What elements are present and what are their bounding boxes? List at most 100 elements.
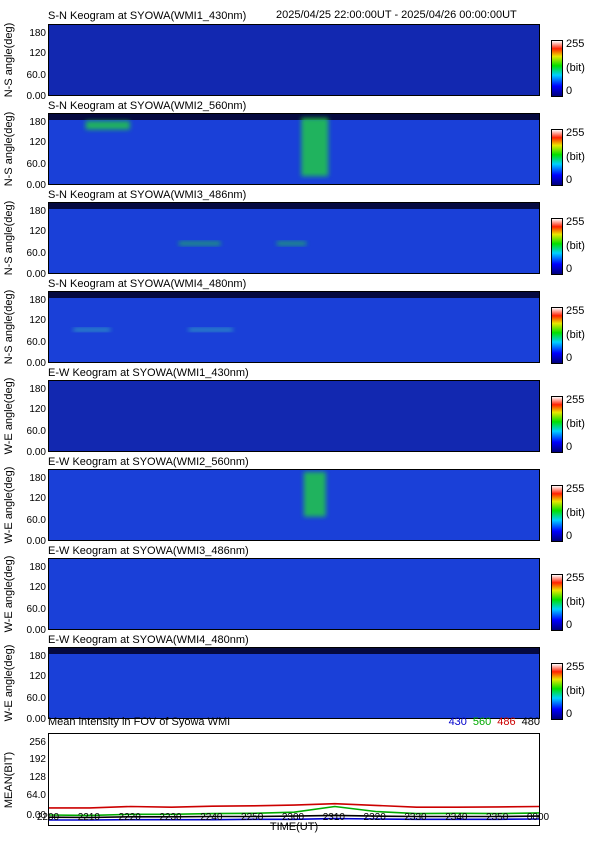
time-range: 2025/04/25 22:00:00UT - 2025/04/26 00:00… [276, 9, 517, 21]
colorbar [551, 40, 563, 97]
colorbar-min: 0 [566, 352, 573, 364]
y-tick: 0.00 [26, 447, 46, 458]
colorbar-max: 255 [566, 38, 585, 50]
y-tick: 180 [29, 384, 46, 395]
colorbar-max: 255 [566, 483, 585, 495]
x-tick: 2210 [77, 812, 100, 823]
aurora-feature [85, 121, 130, 130]
colorbar-min: 0 [566, 174, 573, 186]
y-axis-label-text: W-E angle(deg) [3, 555, 15, 633]
keogram-background [49, 648, 539, 718]
keogram-top-mask [49, 114, 539, 120]
keogram-plot [48, 558, 540, 630]
y-tick: 60.0 [26, 693, 46, 704]
keogram-top-mask [49, 203, 539, 209]
y-tick: 120 [29, 493, 46, 504]
mean-intensity-panel: Mean intensity in FOV of Syowa WMI 430 56… [0, 716, 595, 842]
y-axis-label-text: N-S angle(deg) [3, 200, 15, 276]
x-tick: 2250 [241, 812, 264, 823]
y-axis-label-text: W-E angle(deg) [3, 377, 15, 455]
x-tick: 2220 [118, 812, 141, 823]
x-tick: 0000 [526, 812, 550, 823]
y-tick: 120 [29, 582, 46, 593]
colorbar [551, 218, 563, 275]
colorbar-min: 0 [566, 85, 573, 97]
keogram-panel-2: S-N Keogram at SYOWA(WMI2_560nm) N-S angl… [0, 100, 595, 191]
colorbar [551, 485, 563, 542]
keogram-image [49, 648, 539, 718]
panel-title: S-N Keogram at SYOWA(WMI3_486nm) [48, 189, 247, 201]
mean-y-tick: 64.0 [26, 790, 46, 801]
y-tick: 180 [29, 651, 46, 662]
panel-title: S-N Keogram at SYOWA(WMI4_480nm) [48, 278, 247, 290]
mean-y-axis-label-text: MEAN(BIT) [3, 751, 15, 808]
panel-title: S-N Keogram at SYOWA(WMI1_430nm) [48, 10, 247, 22]
keogram-image [49, 559, 539, 629]
aurora-feature [301, 117, 329, 177]
series-line-486 [49, 802, 540, 809]
y-tick: 120 [29, 48, 46, 59]
keogram-panel-7: E-W Keogram at SYOWA(WMI3_486nm) W-E angl… [0, 545, 595, 636]
series-line-480 [48, 814, 540, 819]
keogram-top-mask [49, 648, 539, 654]
colorbar-unit: (bit) [566, 507, 585, 519]
colorbar [551, 129, 563, 186]
mean-y-tick: 256 [29, 737, 46, 748]
y-axis-label: N-S angle(deg) [2, 290, 16, 365]
colorbar-max: 255 [566, 572, 585, 584]
aurora-feature [303, 471, 326, 517]
x-tick: 2340 [445, 812, 468, 823]
y-axis-label-text: N-S angle(deg) [3, 111, 15, 187]
keogram-image [49, 203, 539, 273]
colorbar-min: 0 [566, 441, 573, 453]
x-tick: 2330 [404, 812, 427, 823]
colorbar-unit: (bit) [566, 418, 585, 430]
x-tick: 2200 [36, 812, 60, 823]
x-tick: 2310 [322, 812, 345, 823]
keogram-image [49, 114, 539, 184]
colorbar [551, 307, 563, 364]
keogram-top-mask [49, 292, 539, 298]
mean-y-tick: 0.00 [26, 810, 46, 821]
x-tick: 2230 [159, 812, 182, 823]
aurora-feature [73, 328, 111, 331]
mean-plot-area [48, 733, 540, 826]
keogram-background [49, 470, 539, 540]
x-tick: 2320 [363, 812, 386, 823]
x-tick: 2350 [486, 812, 509, 823]
colorbar-min: 0 [566, 530, 573, 542]
keogram-panel-5: E-W Keogram at SYOWA(WMI1_430nm) W-E angl… [0, 367, 595, 458]
keogram-panel-6: E-W Keogram at SYOWA(WMI2_560nm) W-E angl… [0, 456, 595, 547]
colorbar-unit: (bit) [566, 151, 585, 163]
keogram-background [49, 292, 539, 362]
x-axis-label: TIME(UT) [269, 821, 319, 833]
y-axis-label-text: N-S angle(deg) [3, 22, 15, 98]
aurora-feature [188, 328, 233, 331]
y-tick: 180 [29, 206, 46, 217]
y-tick: 120 [29, 671, 46, 682]
keogram-background [49, 25, 539, 95]
y-tick: 0.00 [26, 180, 46, 191]
colorbar-max: 255 [566, 661, 585, 673]
y-tick: 120 [29, 404, 46, 415]
colorbar-max: 255 [566, 305, 585, 317]
colorbar-min: 0 [566, 263, 573, 275]
y-tick: 0.00 [26, 714, 46, 725]
keogram-panel-4: S-N Keogram at SYOWA(WMI4_480nm) N-S angl… [0, 278, 595, 369]
colorbar-max: 255 [566, 127, 585, 139]
colorbar-unit: (bit) [566, 329, 585, 341]
keogram-plot [48, 202, 540, 274]
panel-title: E-W Keogram at SYOWA(WMI4_480nm) [48, 634, 249, 646]
y-tick: 0.00 [26, 91, 46, 102]
y-axis-label-text: W-E angle(deg) [3, 466, 15, 544]
y-tick: 180 [29, 28, 46, 39]
keogram-image [49, 292, 539, 362]
y-axis-label-text: W-E angle(deg) [3, 644, 15, 722]
legend-entry: 560 [472, 716, 492, 728]
x-tick: 2240 [200, 812, 223, 823]
y-tick: 0.00 [26, 269, 46, 280]
keogram-image [49, 25, 539, 95]
mean-y-axis-label: MEAN(BIT) [2, 733, 16, 826]
y-tick: 60.0 [26, 337, 46, 348]
legend-entry: 480 [521, 716, 540, 728]
